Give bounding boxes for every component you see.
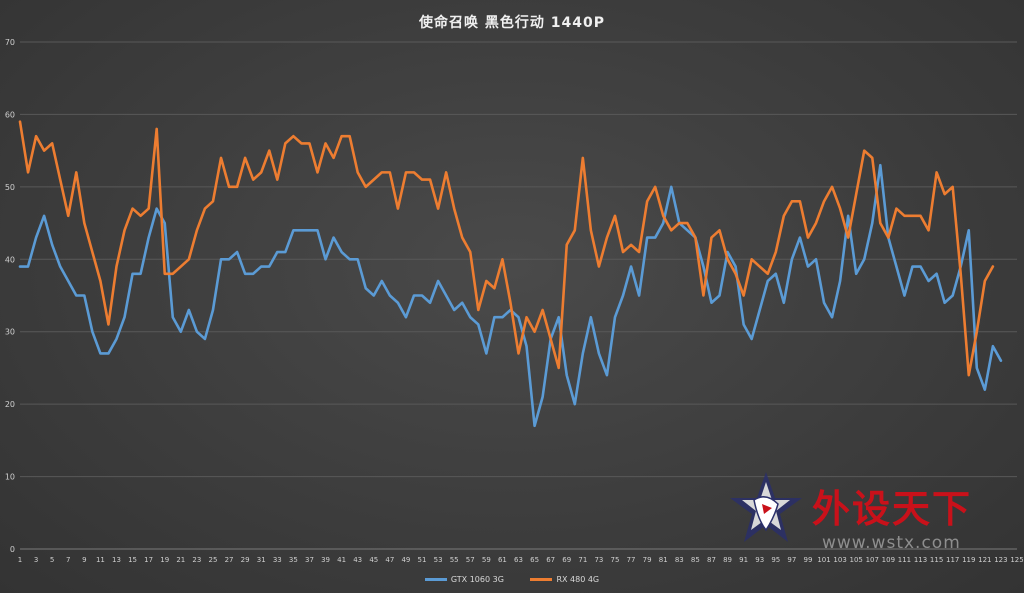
x-tick-label: 111	[898, 556, 911, 564]
x-tick-label: 5	[50, 556, 54, 564]
x-tick-label: 121	[978, 556, 991, 564]
x-tick-label: 115	[930, 556, 943, 564]
x-tick-label: 69	[562, 556, 571, 564]
y-tick-label: 70	[5, 38, 15, 47]
x-tick-label: 97	[787, 556, 796, 564]
x-tick-label: 35	[289, 556, 298, 564]
legend-item-gtx1060: GTX 1060 3G	[424, 575, 504, 584]
x-tick-label: 55	[450, 556, 459, 564]
x-tick-label: 47	[385, 556, 394, 564]
x-tick-label: 89	[723, 556, 732, 564]
x-tick-label: 61	[498, 556, 507, 564]
x-tick-label: 109	[882, 556, 895, 564]
x-tick-label: 31	[257, 556, 266, 564]
x-tick-label: 87	[707, 556, 716, 564]
x-tick-label: 3	[34, 556, 38, 564]
x-tick-label: 41	[337, 556, 346, 564]
x-tick-label: 91	[739, 556, 748, 564]
x-tick-label: 125	[1010, 556, 1023, 564]
x-tick-label: 95	[771, 556, 780, 564]
x-tick-label: 107	[866, 556, 879, 564]
x-tick-label: 117	[946, 556, 959, 564]
x-tick-label: 15	[128, 556, 137, 564]
x-tick-label: 45	[369, 556, 378, 564]
y-tick-label: 50	[5, 183, 15, 192]
x-tick-label: 57	[466, 556, 475, 564]
x-tick-label: 67	[546, 556, 555, 564]
x-tick-label: 79	[643, 556, 652, 564]
x-tick-label: 7	[66, 556, 70, 564]
x-tick-label: 123	[994, 556, 1007, 564]
x-tick-label: 105	[850, 556, 863, 564]
x-tick-label: 21	[176, 556, 185, 564]
y-tick-label: 0	[10, 545, 15, 554]
legend-item-rx480: RX 480 4G	[530, 575, 599, 584]
x-tick-label: 43	[353, 556, 362, 564]
x-tick-label: 73	[594, 556, 603, 564]
watermark-url: www.wstx.com	[822, 533, 961, 553]
x-tick-label: 77	[627, 556, 636, 564]
x-tick-label: 39	[321, 556, 330, 564]
x-tick-label: 119	[962, 556, 975, 564]
x-tick-label: 33	[273, 556, 282, 564]
x-tick-label: 101	[817, 556, 830, 564]
watermark-brand: 外设天下	[812, 487, 973, 531]
x-tick-label: 1	[18, 556, 22, 564]
chart-title: 使命召唤 黑色行动 1440P	[419, 15, 605, 31]
x-tick-label: 9	[82, 556, 86, 564]
y-tick-label: 20	[5, 400, 15, 409]
series-line-rx480	[18, 120, 995, 377]
x-tick-label: 81	[659, 556, 668, 564]
x-tick-label: 85	[691, 556, 700, 564]
x-tick-label: 63	[514, 556, 523, 564]
x-tick-label: 75	[611, 556, 620, 564]
legend-label-gtx1060: GTX 1060 3G	[450, 575, 504, 584]
legend-swatch-rx480	[530, 578, 553, 581]
legend: GTX 1060 3G RX 480 4G	[0, 574, 1024, 584]
x-tick-label: 37	[305, 556, 314, 564]
x-tick-label: 13	[112, 556, 121, 564]
x-tick-label: 49	[401, 556, 410, 564]
x-tick-label: 17	[144, 556, 153, 564]
y-tick-label: 10	[5, 473, 15, 482]
x-tick-label: 103	[833, 556, 846, 564]
x-tick-label: 23	[192, 556, 201, 564]
legend-label-rx480: RX 480 4G	[556, 575, 600, 584]
x-tick-label: 99	[803, 556, 812, 564]
legend-swatch-gtx1060	[424, 578, 447, 581]
x-tick-label: 19	[160, 556, 169, 564]
x-tick-label: 11	[96, 556, 105, 564]
watermark: 外设天下 www.wstx.com	[730, 470, 1010, 560]
y-tick-label: 60	[5, 110, 15, 119]
x-tick-label: 51	[418, 556, 427, 564]
x-tick-label: 25	[209, 556, 218, 564]
y-tick-label: 40	[5, 255, 15, 264]
x-tick-label: 29	[241, 556, 250, 564]
x-tick-label: 83	[675, 556, 684, 564]
x-tick-label: 59	[482, 556, 491, 564]
x-tick-label: 65	[530, 556, 539, 564]
x-tick-label: 71	[578, 556, 587, 564]
x-tick-label: 93	[755, 556, 764, 564]
watermark-logo-icon	[730, 472, 802, 542]
x-tick-label: 113	[914, 556, 927, 564]
y-tick-label: 30	[5, 328, 15, 337]
x-tick-label: 27	[225, 556, 234, 564]
x-tick-label: 53	[434, 556, 443, 564]
